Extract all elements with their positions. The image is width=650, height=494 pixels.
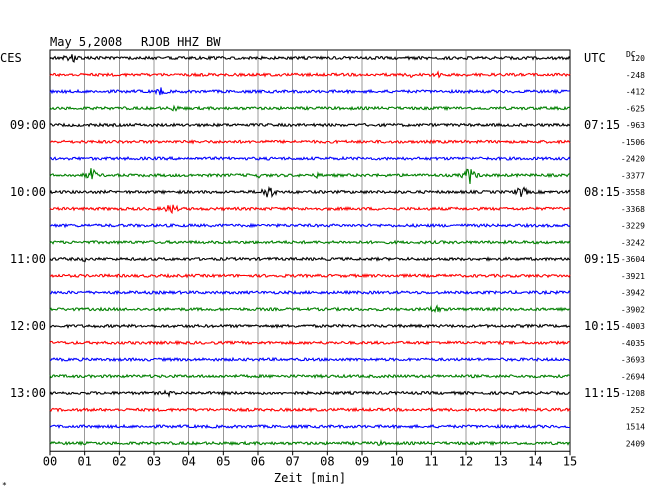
left-hour-label: 13:00 bbox=[10, 386, 46, 400]
trace-row-12 bbox=[49, 256, 571, 263]
corner-mark: * bbox=[2, 481, 7, 490]
dc-offset-label: -625 bbox=[626, 104, 645, 113]
trace-row-0 bbox=[49, 54, 571, 63]
left-hour-label: 12:00 bbox=[10, 319, 46, 333]
dc-offset-label: -2420 bbox=[621, 155, 645, 164]
x-tick-label: 08 bbox=[320, 454, 334, 468]
trace-row-1 bbox=[49, 70, 571, 79]
x-tick-label: 07 bbox=[285, 454, 299, 468]
x-tick-label: 13 bbox=[493, 454, 507, 468]
trace-row-22 bbox=[49, 423, 570, 430]
dc-offset-label: -3942 bbox=[621, 289, 645, 298]
dc-offset-label: -4003 bbox=[621, 322, 645, 331]
dc-offset-label: 120 bbox=[631, 54, 646, 63]
dc-offset-label: -3693 bbox=[621, 356, 645, 365]
left-hour-label: 10:00 bbox=[10, 185, 46, 199]
trace-row-15 bbox=[49, 304, 571, 314]
x-tick-label: 11 bbox=[424, 454, 438, 468]
dc-offset-label: -3229 bbox=[621, 222, 645, 231]
dc-offset-label: -3368 bbox=[621, 205, 645, 214]
trace-row-10 bbox=[49, 222, 571, 229]
left-timezone-label: CES bbox=[0, 51, 22, 65]
x-axis-ticks: 00 01 02 03 04 05 06 07 08 09 10 11 12 13 14 15 bbox=[43, 451, 577, 468]
dc-offset-label: -2694 bbox=[621, 372, 645, 381]
right-hour-label: 11:15 bbox=[584, 386, 620, 400]
dc-offset-label: -4035 bbox=[621, 339, 645, 348]
right-hour-labels: UTC 07:15 08:15 09:15 10:15 11:15 bbox=[584, 51, 620, 400]
x-tick-label: 00 bbox=[43, 454, 57, 468]
x-tick-label: 14 bbox=[528, 454, 542, 468]
trace-row-23 bbox=[49, 439, 571, 447]
dc-offset-label: -3921 bbox=[621, 272, 645, 281]
plot-frame bbox=[49, 49, 571, 452]
x-tick-label: 04 bbox=[181, 454, 195, 468]
dc-offset-header: DC bbox=[626, 50, 636, 59]
trace-row-17 bbox=[49, 339, 571, 346]
trace-row-7 bbox=[49, 168, 571, 185]
right-hour-label: 09:15 bbox=[584, 252, 620, 266]
right-hour-label: 10:15 bbox=[584, 319, 620, 333]
chart-date: May 5,2008 bbox=[50, 35, 122, 49]
dc-offset-label: -3604 bbox=[621, 255, 645, 264]
x-axis-title: Zeit [min] bbox=[274, 471, 346, 485]
dc-offset-label: -3242 bbox=[621, 238, 645, 247]
seismogram-traces bbox=[49, 54, 571, 447]
right-hour-label: UTC bbox=[584, 51, 606, 65]
dc-offset-label: -3377 bbox=[621, 171, 645, 180]
dc-offset-label: 252 bbox=[631, 406, 646, 415]
trace-row-14 bbox=[50, 289, 571, 296]
dc-offset-label: -1208 bbox=[621, 389, 645, 398]
trace-row-2 bbox=[49, 87, 571, 96]
dc-offset-label: -1506 bbox=[621, 138, 645, 147]
trace-row-11 bbox=[49, 239, 571, 245]
x-tick-label: 09 bbox=[355, 454, 369, 468]
trace-row-21 bbox=[49, 406, 571, 413]
trace-row-3 bbox=[49, 104, 571, 112]
dc-offset-label: -963 bbox=[626, 121, 645, 130]
right-hour-label: 07:15 bbox=[584, 118, 620, 132]
left-hour-labels: 09:00 10:00 11:00 12:00 13:00 bbox=[10, 118, 46, 400]
trace-row-16 bbox=[49, 323, 571, 329]
x-tick-label: 10 bbox=[389, 454, 403, 468]
x-tick-label: 06 bbox=[251, 454, 265, 468]
left-hour-label: 09:00 bbox=[10, 118, 46, 132]
dc-offset-label: -3558 bbox=[621, 188, 645, 197]
x-tick-label: 05 bbox=[216, 454, 230, 468]
trace-row-8 bbox=[49, 185, 571, 199]
trace-row-9 bbox=[49, 204, 571, 215]
x-tick-label: 12 bbox=[459, 454, 473, 468]
x-tick-label: 15 bbox=[563, 454, 577, 468]
dc-offset-label: -412 bbox=[626, 88, 645, 97]
trace-row-18 bbox=[49, 356, 571, 363]
x-tick-label: 01 bbox=[77, 454, 91, 468]
x-tick-label: 02 bbox=[112, 454, 126, 468]
dc-offset-label: -248 bbox=[626, 71, 645, 80]
grid-lines bbox=[49, 49, 571, 452]
dc-offset-label: 2409 bbox=[626, 439, 645, 448]
dc-offset-label: 1514 bbox=[626, 423, 645, 432]
trace-row-6 bbox=[49, 155, 571, 162]
trace-row-19 bbox=[49, 373, 571, 380]
left-hour-label: 11:00 bbox=[10, 252, 46, 266]
trace-row-13 bbox=[49, 272, 571, 279]
right-hour-label: 08:15 bbox=[584, 185, 620, 199]
trace-row-20 bbox=[49, 389, 571, 398]
trace-row-4 bbox=[49, 122, 571, 128]
dc-offset-labels: 120 -248 -412 -625 -963 -1506 -2420 -3377 -3558 -… bbox=[621, 54, 645, 448]
chart-station: RJOB HHZ BW bbox=[141, 35, 221, 49]
trace-row-5 bbox=[49, 139, 571, 145]
x-tick-label: 03 bbox=[147, 454, 161, 468]
dc-offset-label: -3902 bbox=[621, 305, 645, 314]
